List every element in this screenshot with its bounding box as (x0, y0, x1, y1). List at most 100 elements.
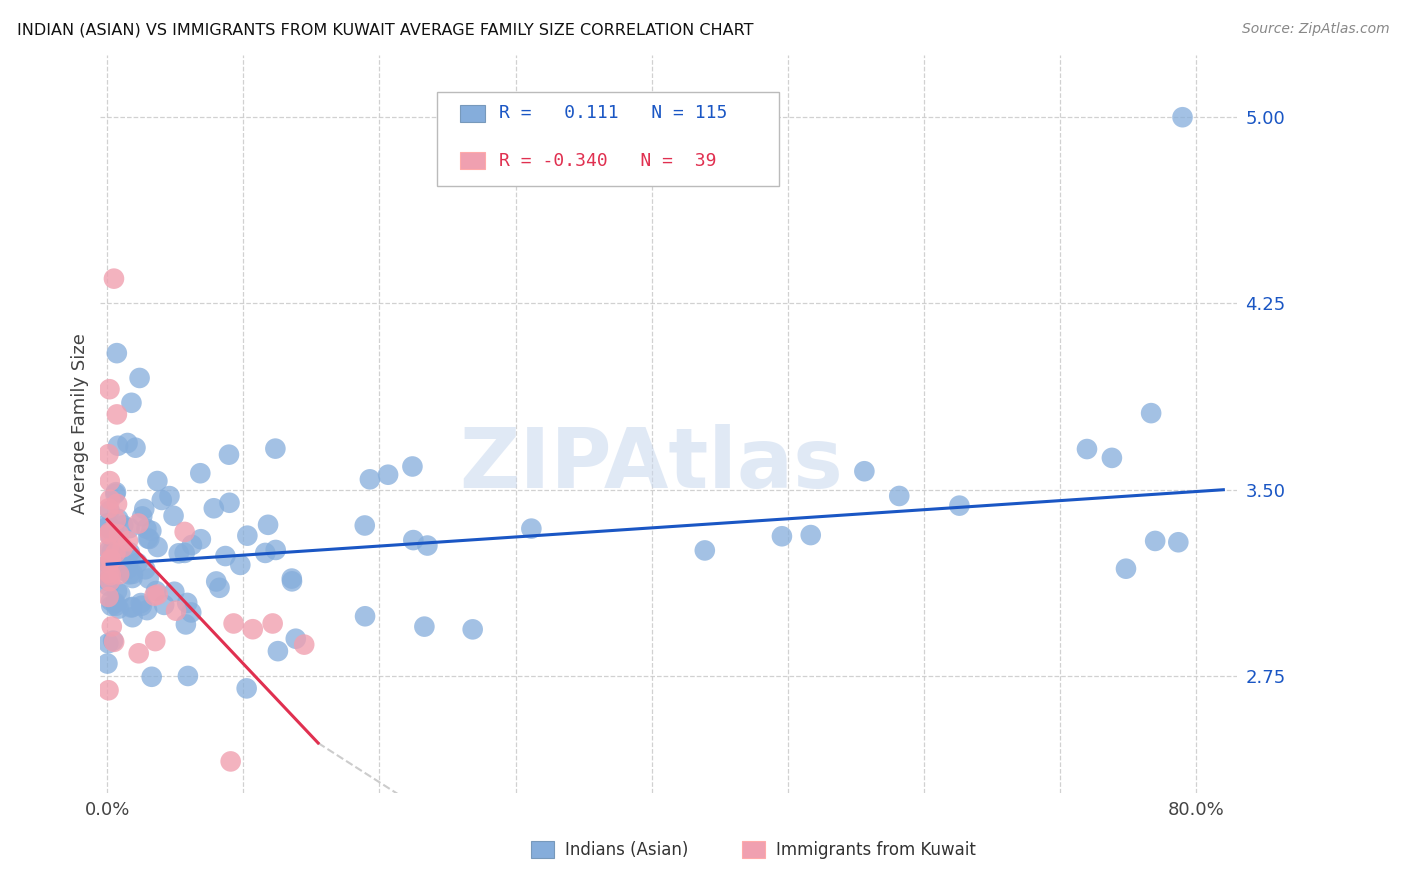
Point (146, 540, 169, 554)
Point (136, 532, 159, 546)
Point (117, 534, 139, 549)
Point (162, 508, 184, 523)
Point (131, 509, 153, 524)
Point (181, 538, 204, 552)
Point (281, 572, 304, 586)
Point (110, 587, 132, 601)
Point (136, 603, 159, 617)
Point (218, 448, 240, 462)
Point (107, 512, 129, 526)
Y-axis label: Average Family Size: Average Family Size (72, 334, 89, 515)
Point (180, 606, 202, 620)
Point (353, 518, 375, 533)
Point (104, 513, 127, 527)
Point (124, 441, 146, 455)
Point (100, 552, 122, 566)
Point (853, 464, 876, 478)
Point (97, 527, 120, 541)
Point (188, 467, 211, 481)
Point (262, 616, 284, 631)
Point (97, 636, 120, 650)
Point (100, 568, 122, 582)
Text: ZIPAtlas: ZIPAtlas (460, 425, 844, 506)
Point (461, 623, 484, 637)
Point (402, 533, 425, 547)
Point (138, 532, 160, 546)
Point (693, 543, 716, 558)
Point (117, 436, 139, 450)
Point (222, 616, 245, 631)
Point (120, 551, 142, 566)
Point (120, 396, 142, 410)
Point (118, 567, 141, 582)
Point (105, 346, 128, 360)
Point (150, 492, 173, 507)
Point (143, 634, 166, 648)
Point (98, 574, 121, 588)
Point (128, 646, 150, 660)
Text: Immigrants from Kuwait: Immigrants from Kuwait (776, 840, 976, 858)
Point (264, 442, 287, 456)
Point (104, 487, 127, 501)
Point (96, 657, 118, 671)
Point (100, 599, 122, 613)
Text: INDIAN (ASIAN) VS IMMIGRANTS FROM KUWAIT AVERAGE FAMILY SIZE CORRELATION CHART: INDIAN (ASIAN) VS IMMIGRANTS FROM KUWAIT… (17, 22, 754, 37)
Point (98, 474, 121, 488)
Point (242, 622, 264, 636)
Point (138, 572, 160, 586)
Point (108, 527, 131, 541)
Point (1144, 533, 1167, 548)
Point (134, 562, 156, 576)
Point (219, 755, 242, 769)
Point (202, 501, 225, 516)
Point (236, 529, 259, 543)
Point (359, 472, 381, 486)
Point (98, 492, 121, 507)
Point (103, 635, 125, 649)
Point (165, 604, 187, 618)
Point (218, 496, 240, 510)
Point (98, 382, 121, 396)
Point (800, 528, 823, 542)
Point (100, 553, 122, 567)
Point (1171, 110, 1194, 124)
Point (105, 584, 128, 599)
Point (167, 546, 190, 560)
Point (377, 467, 399, 482)
Point (889, 489, 911, 503)
Point (235, 681, 257, 696)
Point (128, 371, 150, 385)
Point (110, 563, 132, 577)
Point (264, 543, 287, 558)
Point (281, 574, 304, 589)
Point (105, 408, 128, 422)
Point (97, 579, 120, 593)
Point (97, 557, 120, 571)
Text: R =   0.111   N = 115: R = 0.111 N = 115 (499, 104, 727, 122)
Point (153, 598, 176, 612)
Point (105, 497, 128, 511)
Point (100, 530, 122, 544)
Point (97, 574, 120, 588)
Point (267, 644, 290, 658)
Point (98, 543, 121, 558)
Point (100, 558, 122, 572)
Point (354, 609, 377, 624)
Point (146, 474, 169, 488)
Text: Indians (Asian): Indians (Asian) (565, 840, 689, 858)
Point (413, 619, 436, 633)
Point (118, 545, 141, 559)
Point (120, 600, 142, 615)
Point (254, 546, 277, 560)
Point (103, 271, 125, 285)
Text: Source: ZipAtlas.com: Source: ZipAtlas.com (1241, 22, 1389, 37)
Point (97, 501, 120, 516)
Point (214, 549, 236, 563)
Point (146, 588, 169, 602)
Point (190, 533, 212, 547)
Point (96, 520, 118, 534)
Point (163, 584, 186, 599)
Point (121, 610, 143, 624)
Point (127, 516, 149, 531)
Point (292, 638, 315, 652)
